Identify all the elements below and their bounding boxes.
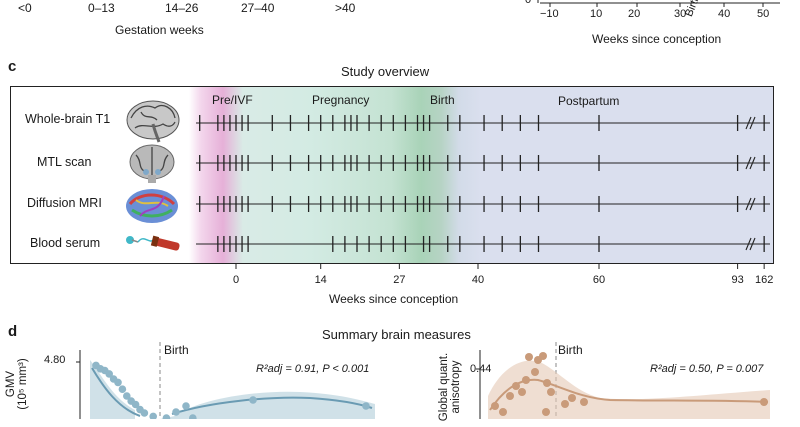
- timeline-axis-tick-label: 60: [593, 274, 605, 286]
- qa-point: [512, 382, 520, 390]
- right-tick-5: 40: [718, 8, 731, 20]
- row-label-t1: Whole-brain T1: [25, 112, 111, 126]
- qa-ytick: 0.44: [470, 363, 492, 375]
- right-tick-2: 10: [590, 8, 603, 20]
- panel-c-title: Study overview: [341, 64, 430, 79]
- gmv-point: [123, 392, 131, 400]
- gestation-tick-1: 0–13: [88, 1, 115, 15]
- qa-birth-label: Birth: [558, 343, 583, 357]
- qa-stat: R²adj = 0.50, P = 0.007: [650, 363, 764, 375]
- gmv-point: [118, 385, 127, 394]
- qa-point: [491, 402, 499, 410]
- right-y-zero: 0: [525, 0, 532, 6]
- panel-c-letter: c: [8, 58, 17, 75]
- phase-postpartum: Postpartum: [558, 94, 620, 108]
- gmv-ci-band: [90, 360, 375, 419]
- gmv-stat: R²adj = 0.91, P < 0.001: [256, 363, 370, 375]
- qa-point: [568, 394, 576, 402]
- gestation-tick-2: 14–26: [165, 1, 199, 15]
- qa-points: [491, 352, 768, 416]
- qa-point: [525, 353, 533, 361]
- timeline-axis-tick-label: 0: [233, 274, 239, 286]
- gmv-point: [249, 396, 257, 404]
- qa-point: [506, 392, 514, 400]
- right-tick-6: 50: [757, 8, 770, 20]
- axis-break: [745, 237, 752, 251]
- timeline-axis-tick-label: 162: [755, 274, 773, 286]
- timeline-axis-tick-label: 40: [472, 274, 484, 286]
- gmv-fit-line: [91, 367, 373, 417]
- top-axes: [537, 0, 780, 7]
- gmv-point: [131, 400, 140, 409]
- row-label-serum: Blood serum: [30, 236, 101, 250]
- axis-break: [749, 237, 756, 251]
- qa-point: [580, 398, 588, 406]
- timeline-axis-tick-label: 14: [315, 274, 327, 286]
- axis-break: [749, 116, 756, 130]
- axis-break: [749, 156, 756, 170]
- gmv-point: [114, 378, 122, 387]
- qa-point: [561, 400, 569, 408]
- qa-point: [499, 408, 507, 416]
- phase-pre-ivf: Pre/IVF: [212, 93, 253, 107]
- right-tick-3: 20: [628, 8, 641, 20]
- right-axis-label: Weeks since conception: [592, 32, 722, 46]
- right-tick-0: −10: [540, 8, 559, 20]
- gmv-point: [182, 402, 190, 410]
- gestation-axis-label: Gestation weeks: [115, 23, 204, 37]
- qa-point: [531, 368, 539, 376]
- panel-d-title: Summary brain measures: [322, 327, 471, 342]
- gestation-tick-3: 27–40: [241, 1, 275, 15]
- axis-break: [745, 116, 752, 130]
- gmv-point: [105, 370, 113, 378]
- phase-pregnancy: Pregnancy: [312, 93, 370, 107]
- gmv-point: [189, 414, 197, 419]
- qa-point: [522, 376, 530, 384]
- phase-birth: Birth: [430, 93, 455, 107]
- row-label-mtl: MTL scan: [37, 155, 92, 169]
- gmv-ytick: 4.80: [44, 354, 66, 366]
- row-label-diffusion: Diffusion MRI: [27, 196, 102, 210]
- qa-point: [760, 398, 768, 406]
- gmv-birth-label: Birth: [164, 343, 189, 357]
- axis-break: [749, 197, 756, 211]
- gmv-point: [140, 409, 149, 417]
- gestation-tick-0: <0: [18, 1, 32, 15]
- axis-break: [745, 156, 752, 170]
- timeline-axis-tick-label: 93: [731, 274, 743, 286]
- qa-point: [547, 388, 555, 396]
- gmv-point: [362, 402, 370, 410]
- qa-point: [543, 379, 551, 387]
- panel-d-letter: d: [8, 323, 18, 340]
- gmv-point: [149, 412, 157, 419]
- gmv-point: [162, 414, 171, 419]
- gestation-tick-4: >40: [335, 1, 356, 15]
- qa-point: [539, 352, 547, 360]
- timeline-axis-tick-label: 27: [393, 274, 405, 286]
- timeline-axis-label: Weeks since conception: [329, 292, 459, 306]
- axis-break: [745, 197, 752, 211]
- right-tick-4: 30: [674, 8, 687, 20]
- qa-ci-band: [488, 360, 770, 419]
- qa-point: [518, 388, 526, 396]
- gmv-point: [172, 408, 180, 416]
- qa-point: [542, 408, 550, 416]
